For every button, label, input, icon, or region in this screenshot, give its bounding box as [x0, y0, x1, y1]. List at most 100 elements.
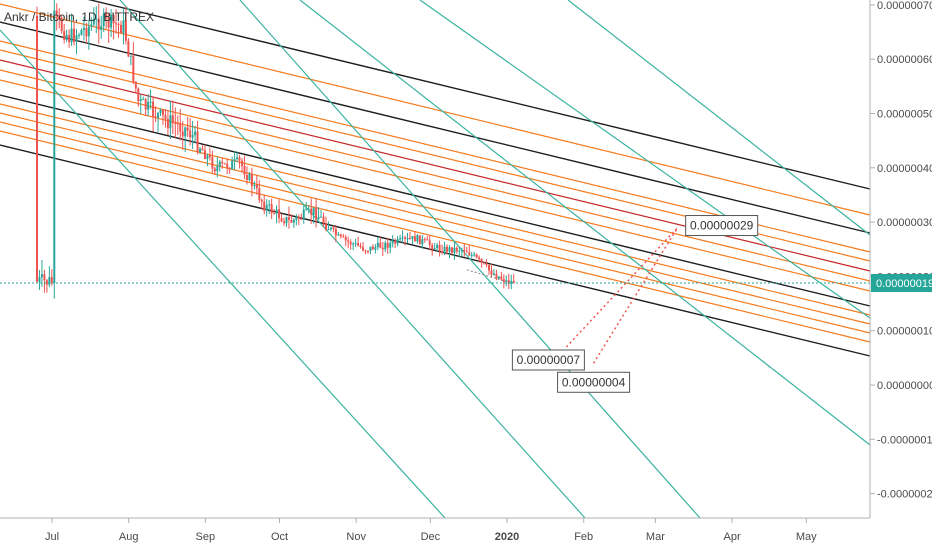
candle-body: [349, 241, 352, 245]
candle-body: [404, 237, 407, 239]
candle-body: [92, 19, 95, 25]
candle-body: [228, 168, 231, 170]
candle-body: [381, 247, 384, 250]
candle-body: [448, 247, 451, 252]
candle-body: [428, 240, 431, 246]
candle-body: [436, 244, 439, 249]
candle-body: [270, 204, 273, 214]
candle-body: [82, 27, 85, 30]
annotation-box[interactable]: [557, 371, 631, 393]
candle-body: [248, 174, 251, 181]
candle-body: [463, 249, 466, 252]
annotation-box[interactable]: [685, 215, 759, 237]
y-tick-label: 0.00000010: [877, 326, 932, 338]
candle-body: [443, 246, 446, 253]
candle-body: [213, 168, 216, 172]
channel-line: [0, 121, 871, 334]
candle-body: [176, 123, 179, 125]
candle-body: [483, 262, 486, 264]
channel-line: [0, 59, 871, 272]
candle-body: [221, 161, 224, 164]
candle-body: [497, 276, 500, 279]
annotation-box[interactable]: [511, 349, 585, 371]
candle-body: [287, 217, 290, 220]
candle-body: [255, 184, 258, 188]
candle-body: [58, 14, 61, 20]
candle-body: [396, 239, 399, 244]
candle-body: [495, 273, 498, 279]
candle-body: [453, 247, 456, 253]
candle-body: [53, 10, 56, 283]
candle-body: [275, 209, 278, 214]
candle-body: [315, 207, 318, 220]
candle-body: [100, 26, 103, 30]
candle-body: [117, 24, 120, 26]
candle-body: [129, 55, 132, 57]
candle-body: [334, 228, 337, 236]
candle-body: [450, 247, 453, 253]
candle-body: [110, 14, 113, 28]
candle-body: [166, 118, 169, 129]
candle-body: [231, 160, 234, 170]
projection-lines: [466, 227, 679, 364]
pitchfork-lines: [0, 0, 871, 357]
candle-body: [36, 15, 38, 282]
candle-body: [68, 34, 71, 43]
candle-body: [394, 240, 397, 244]
time-axis-background[interactable]: [0, 518, 932, 550]
y-tick-label: 0.00000070: [877, 0, 932, 12]
candle-body: [263, 201, 266, 211]
candle-body: [406, 238, 409, 240]
x-tick-label: Nov: [346, 531, 366, 543]
candle-body: [95, 18, 98, 20]
candle-body: [260, 199, 263, 202]
candle-body: [273, 213, 276, 215]
candle-body: [40, 274, 43, 278]
y-tick-label: 0.00000030: [877, 217, 932, 229]
candle-body: [500, 276, 503, 280]
candle-body: [85, 27, 88, 37]
callouts: 0.00000029 0.00000007 0.00000004: [511, 215, 759, 393]
candle-body: [297, 216, 300, 219]
candle-body: [408, 238, 411, 240]
candle-body: [329, 227, 332, 230]
fan-line: [299, 0, 871, 446]
x-tick-label: Dec: [421, 531, 441, 543]
candle-body: [490, 270, 493, 275]
candle-body: [354, 243, 357, 245]
x-tick-label: 2020: [495, 531, 519, 543]
channel-line: [0, 94, 871, 307]
candle-body: [458, 250, 461, 252]
candle-body: [280, 218, 283, 222]
candle-body: [152, 101, 155, 117]
y-tick-label: 0.00000040: [877, 163, 932, 175]
current-price-label: 0.00000019: [876, 278, 932, 290]
candle-body: [65, 34, 68, 40]
candle-body: [485, 263, 488, 265]
candle-body: [465, 251, 468, 253]
candle-body: [310, 208, 313, 215]
candle-body: [344, 237, 347, 241]
annotation-label: 0.00000004: [562, 375, 626, 389]
channel-line: [0, 112, 871, 325]
price-axis-background[interactable]: [870, 0, 932, 518]
candle-body: [122, 20, 125, 34]
x-tick-label: Feb: [574, 531, 593, 543]
candle-body: [73, 28, 76, 42]
candle-body: [90, 24, 93, 27]
candle-body: [421, 239, 424, 245]
candles: [36, 0, 515, 299]
candle-body: [376, 242, 379, 248]
candle-body: [426, 239, 429, 241]
candle-body: [470, 254, 473, 256]
candle-body: [75, 35, 78, 42]
candle-body: [278, 209, 281, 219]
candle-body: [352, 243, 355, 245]
candle-body: [208, 155, 211, 158]
candle-body: [446, 246, 449, 252]
x-tick-label: Apr: [724, 531, 741, 543]
candle-body: [63, 31, 66, 40]
candle-body: [203, 150, 206, 159]
x-tick-label: Jul: [45, 531, 59, 543]
